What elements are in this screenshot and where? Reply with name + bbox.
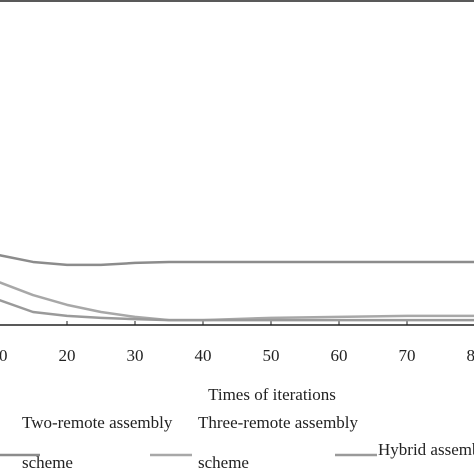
x-tick-label: 70 bbox=[399, 346, 416, 365]
x-tick-label: 50 bbox=[263, 346, 280, 365]
legend-label: Hybrid assembly scheme bbox=[378, 440, 474, 459]
series-line bbox=[0, 299, 474, 322]
series-line bbox=[0, 254, 474, 267]
x-tick-label: 60 bbox=[331, 346, 348, 365]
x-tick-label: 20 bbox=[59, 346, 76, 365]
x-tick-label: 10 bbox=[0, 346, 8, 365]
x-axis-title: Times of iterations bbox=[208, 385, 336, 404]
x-tick-label: 40 bbox=[195, 346, 212, 365]
legend-label: Three-remote assembly scheme bbox=[198, 413, 359, 472]
series-line bbox=[0, 281, 474, 322]
legend-label: Two-remote assembly scheme bbox=[22, 413, 173, 472]
x-tick-label: 80 bbox=[467, 346, 474, 365]
x-tick-label: 30 bbox=[127, 346, 144, 365]
